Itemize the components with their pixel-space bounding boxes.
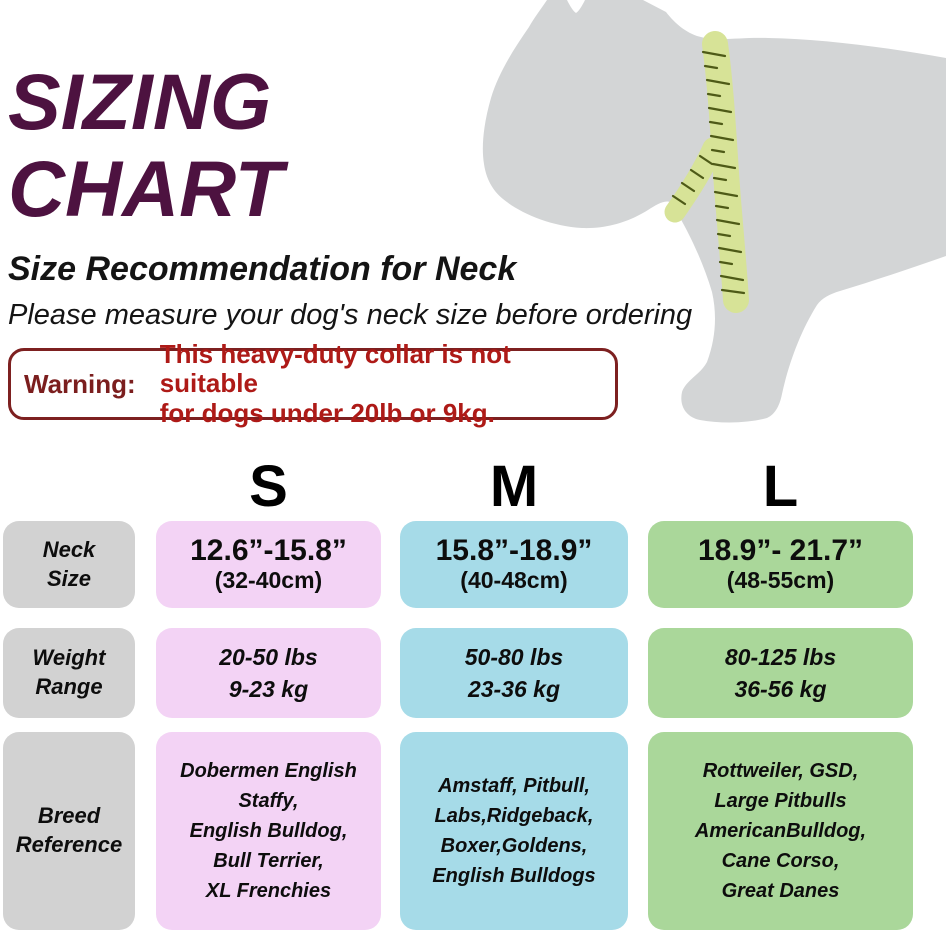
subtitle: Size Recommendation for Neck bbox=[8, 250, 517, 288]
weight-lbs-s: 20-50 lbs bbox=[219, 643, 318, 670]
warning-message-line2: for dogs under 20lb or 9kg. bbox=[159, 397, 495, 428]
column-header-size-s: S bbox=[249, 454, 288, 519]
neck-size-cell-l: 18.9”- 21.7” (48-55cm) bbox=[648, 521, 913, 608]
row-label-neck-size: Neck Size bbox=[3, 521, 135, 608]
weight-kg-s: 9-23 kg bbox=[228, 676, 309, 702]
column-header-size-m: M bbox=[489, 454, 539, 519]
weight-lbs-m: 50-80 lbs bbox=[464, 643, 564, 670]
breed-reference-cell-l: Rottweiler, GSD, Large Pitbulls American… bbox=[648, 732, 913, 930]
neck-size-cm-m: (40-48cm) bbox=[460, 567, 568, 594]
neck-size-inches-s: 12.6”-15.8” bbox=[190, 534, 347, 568]
neck-size-cell-m: 15.8”-18.9” (40-48cm) bbox=[400, 521, 628, 608]
row-label-weight-line1: Weight bbox=[32, 645, 106, 671]
measuring-tape bbox=[664, 31, 749, 313]
warning-label: Warning: bbox=[24, 368, 136, 399]
breed-list-s: Dobermen English Staffy, English Bulldog… bbox=[180, 760, 357, 902]
neck-size-cm-s: (32-40cm) bbox=[214, 567, 323, 594]
neck-size-cell-s: 12.6”-15.8” (32-40cm) bbox=[156, 521, 381, 608]
page-title: SIZING CHART bbox=[8, 58, 283, 232]
row-label-breed-line2: Reference bbox=[15, 832, 123, 857]
breed-reference-cell-s: Dobermen English Staffy, English Bulldog… bbox=[156, 732, 381, 930]
row-label-breed-reference: Breed Reference bbox=[3, 732, 135, 930]
page-title-line2: CHART bbox=[8, 144, 284, 233]
column-header-size-l: L bbox=[762, 454, 799, 519]
row-label-neck-line1: Neck bbox=[42, 536, 96, 562]
measuring-tape-hanging-strand bbox=[702, 31, 749, 313]
measuring-tape-neck-band bbox=[664, 137, 724, 223]
warning-box: Warning: This heavy-duty collar is not s… bbox=[8, 340, 618, 427]
warning-message: This heavy-duty collar is not suitable f… bbox=[160, 340, 615, 427]
breed-list-l: Rottweiler, GSD, Large Pitbulls American… bbox=[694, 760, 867, 902]
page-title-line1: SIZING bbox=[8, 57, 272, 146]
warning-message-line1: This heavy-duty collar is not suitable bbox=[159, 339, 511, 399]
tape-ticks bbox=[671, 50, 746, 295]
neck-size-inches-m: 15.8”-18.9” bbox=[435, 534, 593, 568]
weight-lbs-l: 80-125 lbs bbox=[724, 643, 837, 670]
measure-note: Please measure your dog's neck size befo… bbox=[8, 299, 693, 331]
breed-list-m: Amstaff, Pitbull, Labs,Ridgeback, Boxer,… bbox=[432, 775, 596, 887]
weight-kg-l: 36-56 kg bbox=[734, 676, 827, 702]
row-label-weight-range: Weight Range bbox=[3, 628, 135, 718]
neck-size-inches-l: 18.9”- 21.7” bbox=[697, 534, 864, 568]
weight-range-cell-m: 50-80 lbs 23-36 kg bbox=[400, 628, 628, 718]
weight-kg-m: 23-36 kg bbox=[467, 676, 561, 702]
weight-range-cell-s: 20-50 lbs 9-23 kg bbox=[156, 628, 381, 718]
row-label-breed-line1: Breed bbox=[37, 803, 101, 829]
row-label-weight-line2: Range bbox=[35, 674, 103, 699]
breed-reference-cell-m: Amstaff, Pitbull, Labs,Ridgeback, Boxer,… bbox=[400, 732, 628, 930]
neck-size-cm-l: (48-55cm) bbox=[726, 567, 835, 594]
row-label-neck-line2: Size bbox=[46, 565, 92, 591]
weight-range-cell-l: 80-125 lbs 36-56 kg bbox=[648, 628, 913, 718]
